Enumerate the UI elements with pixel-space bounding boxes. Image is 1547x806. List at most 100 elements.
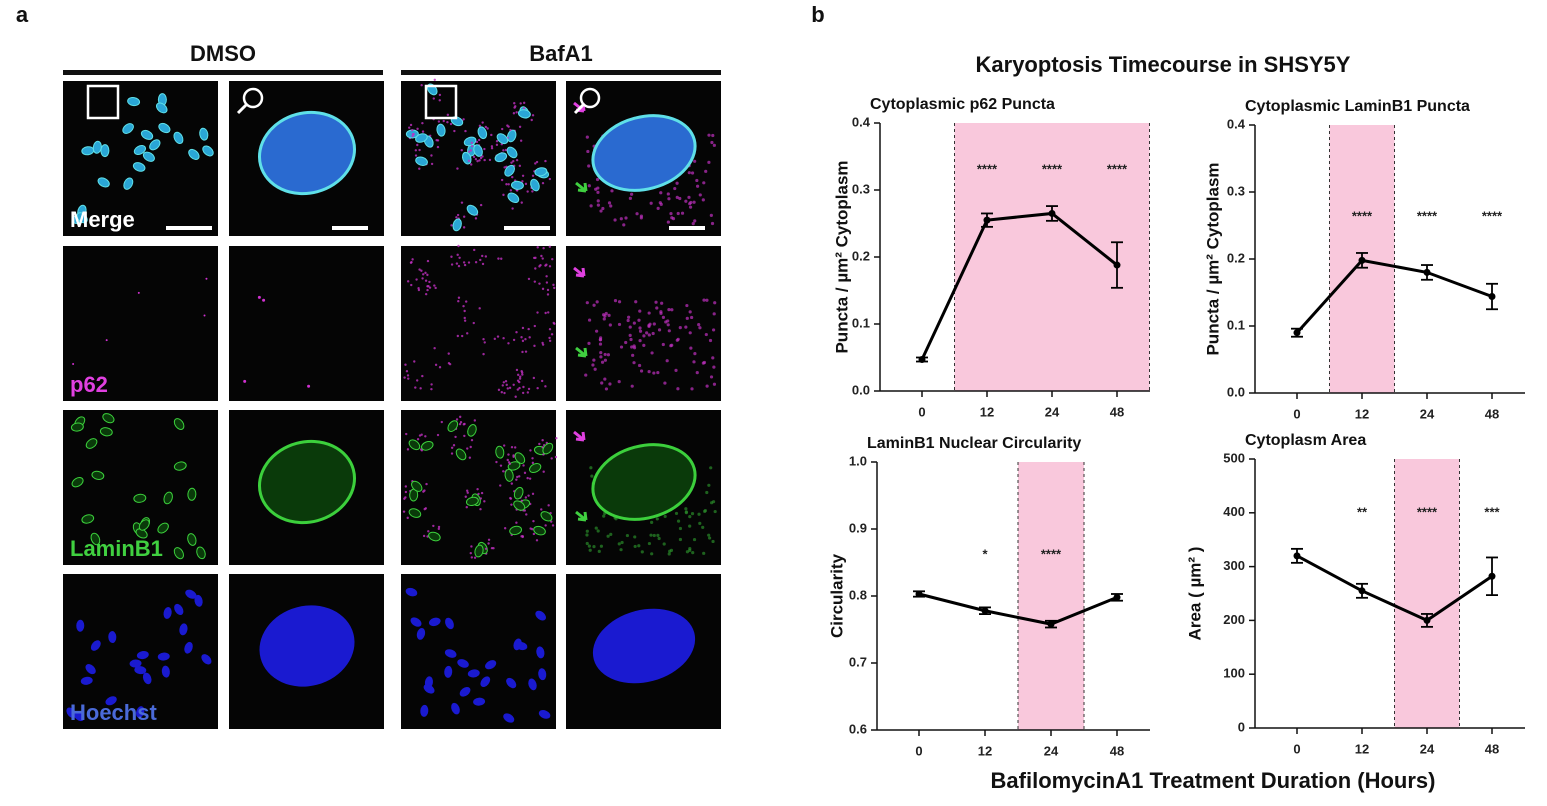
x-tick-label: 24	[1420, 406, 1435, 421]
puncta	[599, 355, 603, 359]
puncta	[647, 541, 652, 546]
nucleus	[99, 427, 113, 437]
micrograph	[63, 246, 218, 401]
puncta	[509, 497, 513, 500]
puncta	[598, 342, 603, 346]
nucleus	[123, 177, 134, 190]
nucleus	[495, 445, 505, 459]
puncta	[655, 306, 659, 310]
puncta	[552, 321, 555, 325]
nucleus	[534, 167, 548, 177]
puncta	[659, 310, 663, 314]
puncta	[637, 318, 641, 322]
puncta	[592, 358, 596, 362]
puncta	[467, 159, 471, 163]
puncta	[450, 263, 454, 266]
puncta	[671, 217, 676, 221]
puncta	[500, 391, 503, 394]
puncta	[504, 148, 508, 152]
nucleus	[428, 617, 441, 627]
puncta	[707, 536, 712, 540]
nucleus	[73, 711, 85, 722]
puncta	[416, 127, 419, 131]
puncta	[482, 352, 485, 356]
puncta	[602, 317, 606, 321]
puncta	[536, 386, 539, 390]
puncta	[516, 475, 519, 479]
nucleus	[97, 177, 110, 188]
nucleus	[66, 707, 77, 719]
puncta	[540, 254, 543, 258]
puncta	[454, 435, 457, 439]
puncta	[628, 325, 632, 329]
nucleus	[202, 145, 214, 157]
puncta	[434, 286, 437, 290]
significance-label: ****	[1041, 547, 1062, 562]
puncta	[522, 464, 525, 467]
data-line	[920, 211, 1118, 361]
puncta	[550, 457, 553, 460]
puncta	[500, 257, 503, 260]
nucleus	[420, 704, 429, 717]
puncta	[406, 448, 410, 451]
puncta	[505, 383, 508, 387]
puncta	[645, 331, 649, 335]
puncta	[531, 492, 535, 496]
puncta	[587, 164, 591, 168]
puncta	[620, 540, 624, 545]
puncta	[584, 373, 588, 377]
magnifier-icon	[242, 87, 264, 109]
nucleus	[157, 522, 169, 534]
puncta	[591, 363, 595, 367]
shaded-region	[1018, 462, 1084, 730]
puncta	[521, 180, 524, 183]
nucleus	[592, 608, 696, 684]
puncta	[599, 209, 603, 213]
puncta	[692, 200, 696, 204]
puncta	[555, 437, 558, 440]
puncta	[638, 326, 642, 330]
puncta	[469, 445, 472, 449]
puncta	[500, 178, 504, 182]
puncta	[667, 329, 671, 333]
nucleus	[473, 697, 486, 706]
puncta	[510, 482, 514, 485]
puncta	[607, 313, 611, 317]
y-axis-label: Puncta / µm² Cytoplasm	[832, 160, 851, 353]
puncta	[521, 339, 525, 343]
puncta	[428, 280, 431, 284]
image-panel	[401, 410, 556, 565]
puncta	[514, 105, 517, 108]
puncta	[512, 160, 515, 163]
puncta	[547, 311, 550, 314]
puncta	[630, 192, 634, 196]
y-tick-label: 100	[1223, 666, 1245, 681]
nucleus	[480, 676, 491, 688]
x-tick-label: 48	[1485, 406, 1499, 421]
puncta	[617, 322, 622, 327]
nucleus	[444, 665, 453, 678]
micrograph	[229, 246, 384, 401]
puncta	[460, 334, 464, 338]
puncta	[421, 374, 424, 378]
puncta	[463, 316, 466, 320]
puncta	[629, 337, 633, 342]
puncta	[701, 525, 705, 529]
puncta	[521, 373, 524, 376]
puncta	[493, 337, 496, 341]
nucleus	[538, 710, 551, 719]
puncta	[512, 383, 515, 387]
nucleus	[187, 487, 197, 501]
puncta	[552, 283, 555, 287]
nucleus	[436, 123, 446, 137]
micrograph	[401, 244, 556, 401]
puncta	[421, 277, 424, 280]
puncta	[404, 490, 408, 494]
puncta	[521, 535, 524, 538]
micrograph	[401, 410, 558, 565]
puncta	[481, 121, 484, 124]
puncta	[490, 145, 494, 148]
puncta	[456, 334, 460, 338]
nucleus	[517, 109, 531, 119]
puncta	[205, 277, 208, 280]
